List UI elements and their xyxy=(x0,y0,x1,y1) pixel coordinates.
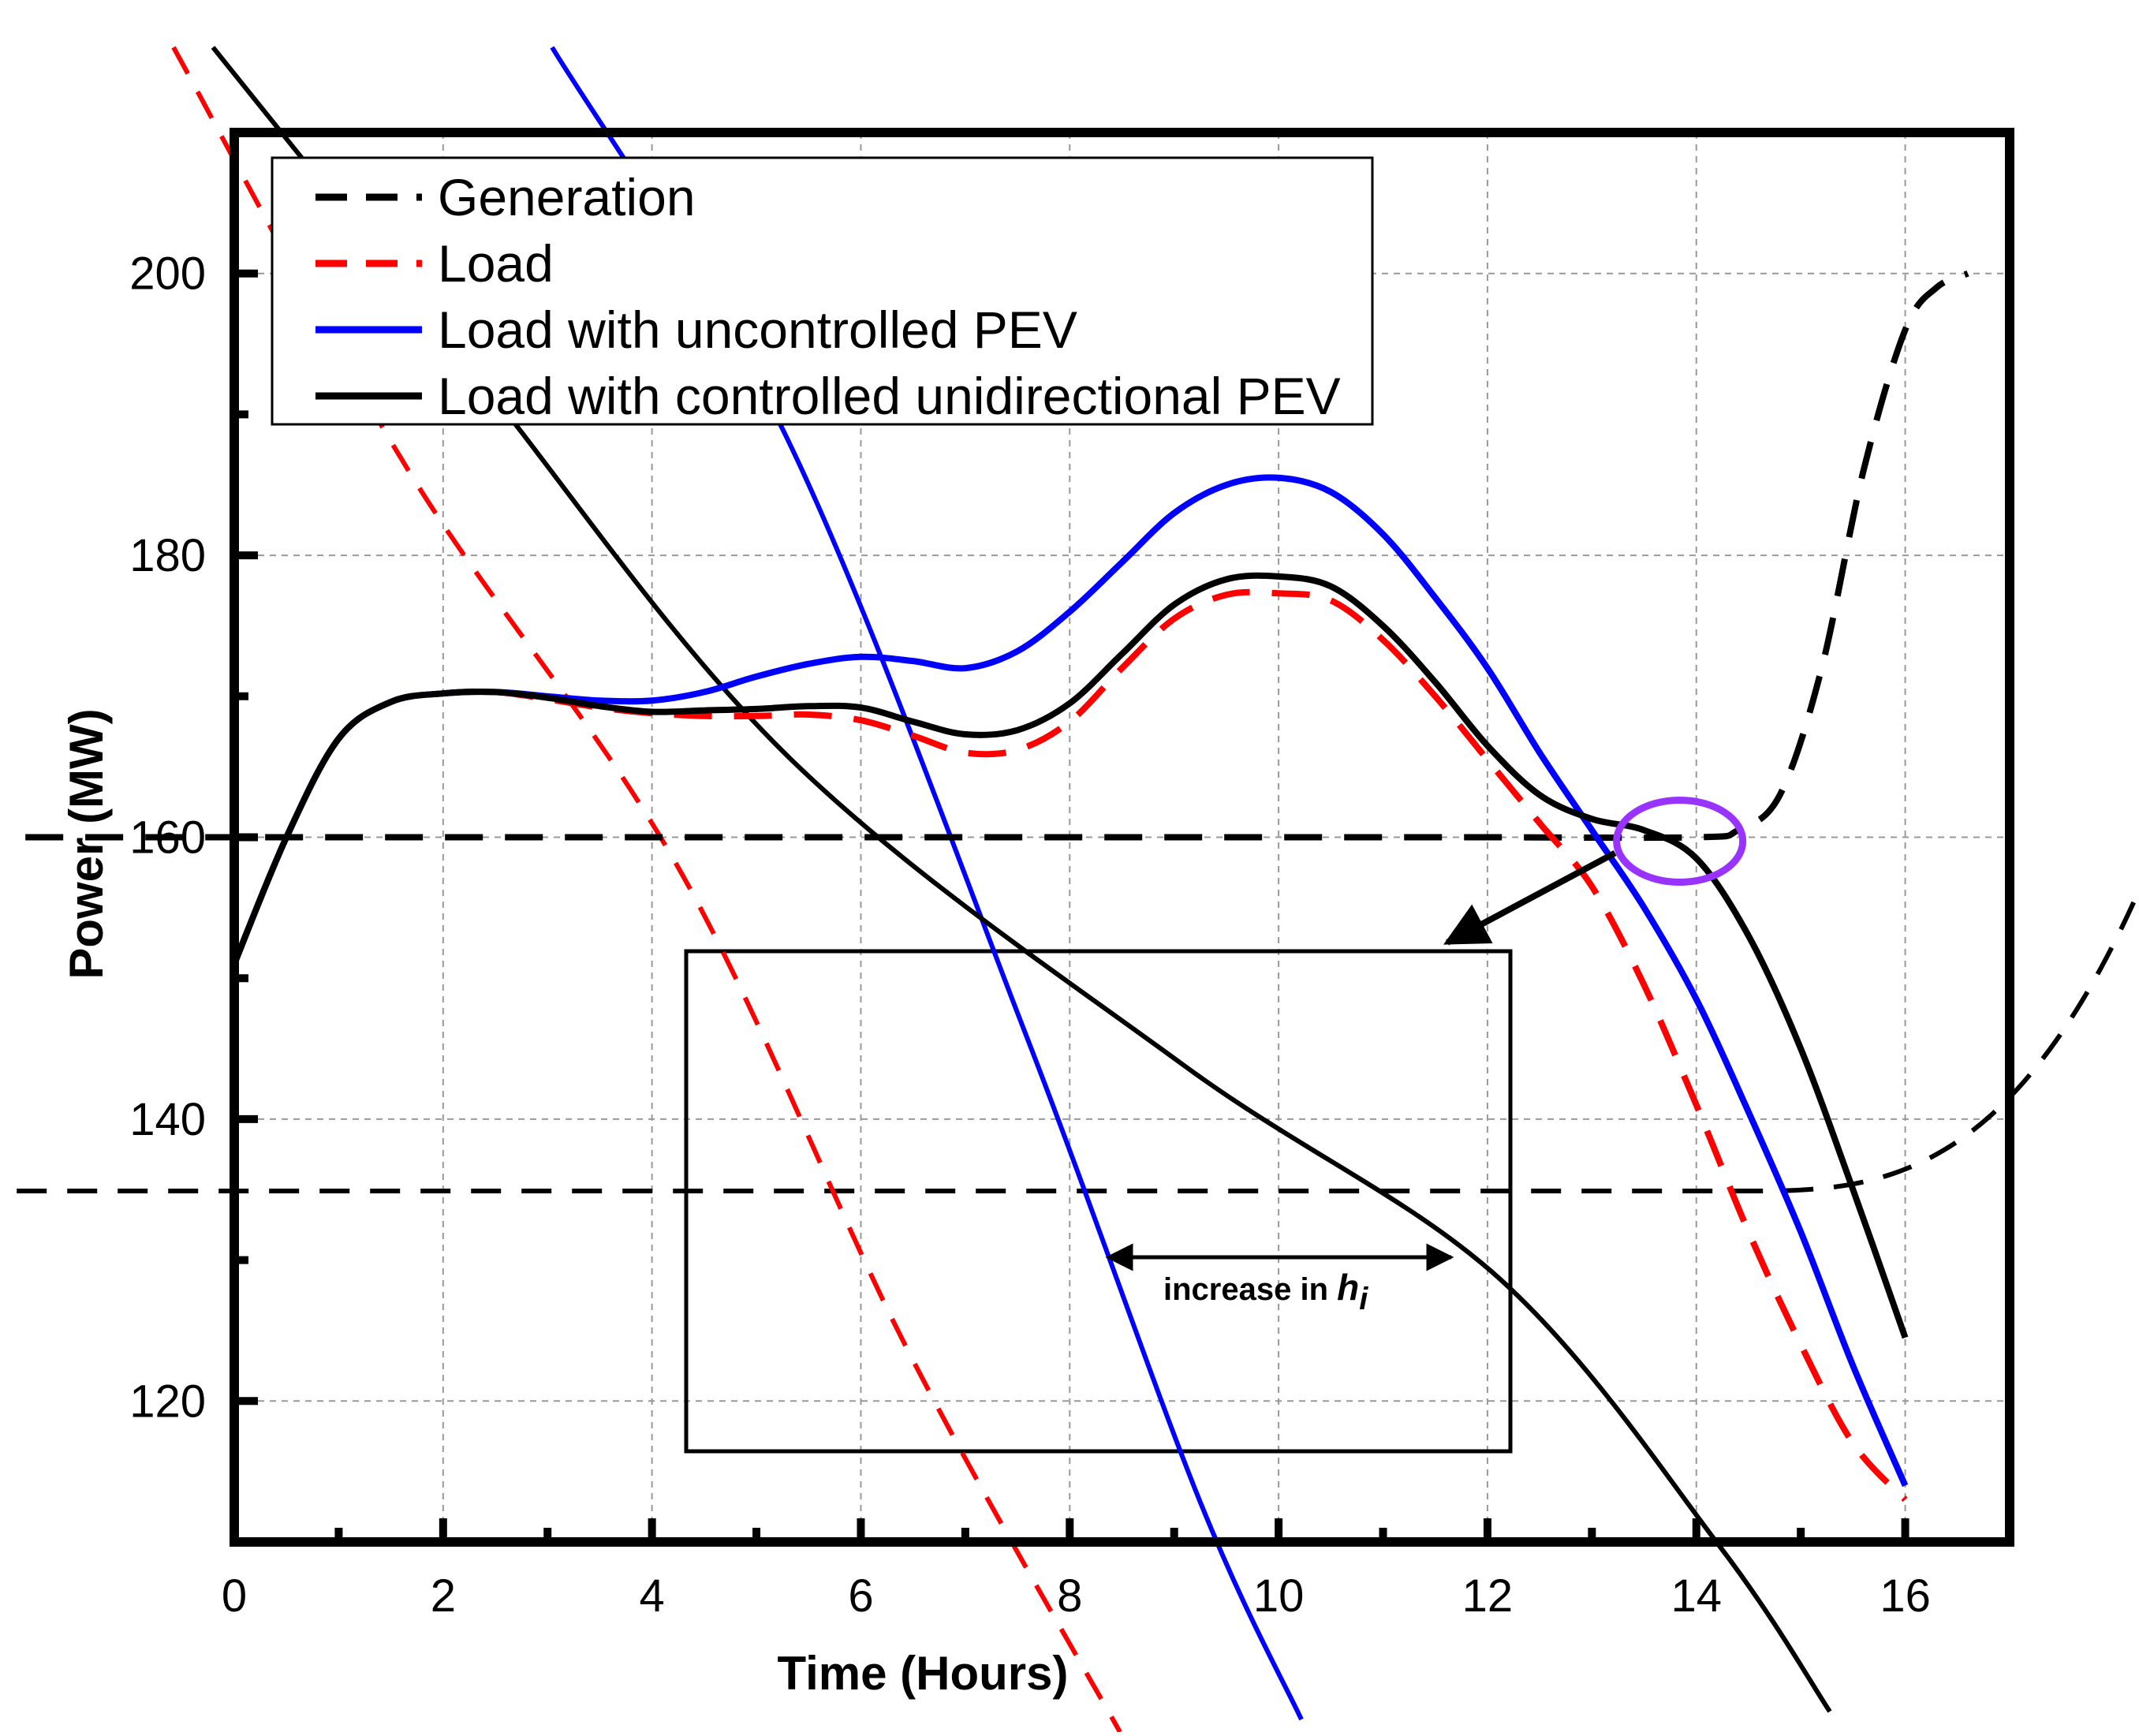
y-axis-title: Power (MW) xyxy=(60,708,113,979)
legend-label: Generation xyxy=(438,168,696,226)
legend-label: Load with uncontrolled PEV xyxy=(438,301,1077,359)
legend-box xyxy=(271,156,1374,426)
annotations: increase in hi xyxy=(1105,797,1747,1316)
y-tick-label: 180 xyxy=(129,530,206,581)
highlight-ellipse xyxy=(1613,797,1747,886)
x-axis-title: Time (Hours) xyxy=(778,1647,1069,1700)
y-tick-label: 140 xyxy=(129,1094,206,1145)
y-tick-label: 200 xyxy=(129,248,206,300)
inset-generation-line xyxy=(0,884,2139,1194)
pointer-arrow xyxy=(1443,849,1617,946)
legend-label: Load xyxy=(438,234,554,293)
x-tick-label: 6 xyxy=(848,1570,873,1622)
series-line-load-with-controlled-unidirectional-pev xyxy=(231,572,1909,1339)
y-tick-label: 160 xyxy=(129,812,206,864)
increase-annotation: increase in hi xyxy=(1163,1267,1368,1316)
x-tick-label: 12 xyxy=(1462,1570,1514,1622)
axis-ticks: 0 2 4 6 8 10 12 14 16 120 140 160 180 200 xyxy=(129,129,1931,1622)
x-tick-label: 2 xyxy=(431,1570,456,1622)
x-tick-label: 14 xyxy=(1671,1570,1723,1622)
x-tick-label: 4 xyxy=(640,1570,665,1622)
legend: Generation Load Load with uncontrolled PEV… xyxy=(271,156,1374,426)
series-lines xyxy=(25,270,1969,1503)
x-tick-label: 16 xyxy=(1880,1570,1931,1622)
x-tick-label: 10 xyxy=(1253,1570,1305,1622)
x-tick-label: 8 xyxy=(1057,1570,1082,1622)
x-tick-label: 0 xyxy=(222,1570,247,1622)
inset-box xyxy=(684,949,1513,1454)
legend-label: Load with controlled unidirectional PEV xyxy=(438,367,1341,425)
series-line-generation xyxy=(25,270,1969,842)
y-tick-label: 120 xyxy=(129,1376,206,1427)
